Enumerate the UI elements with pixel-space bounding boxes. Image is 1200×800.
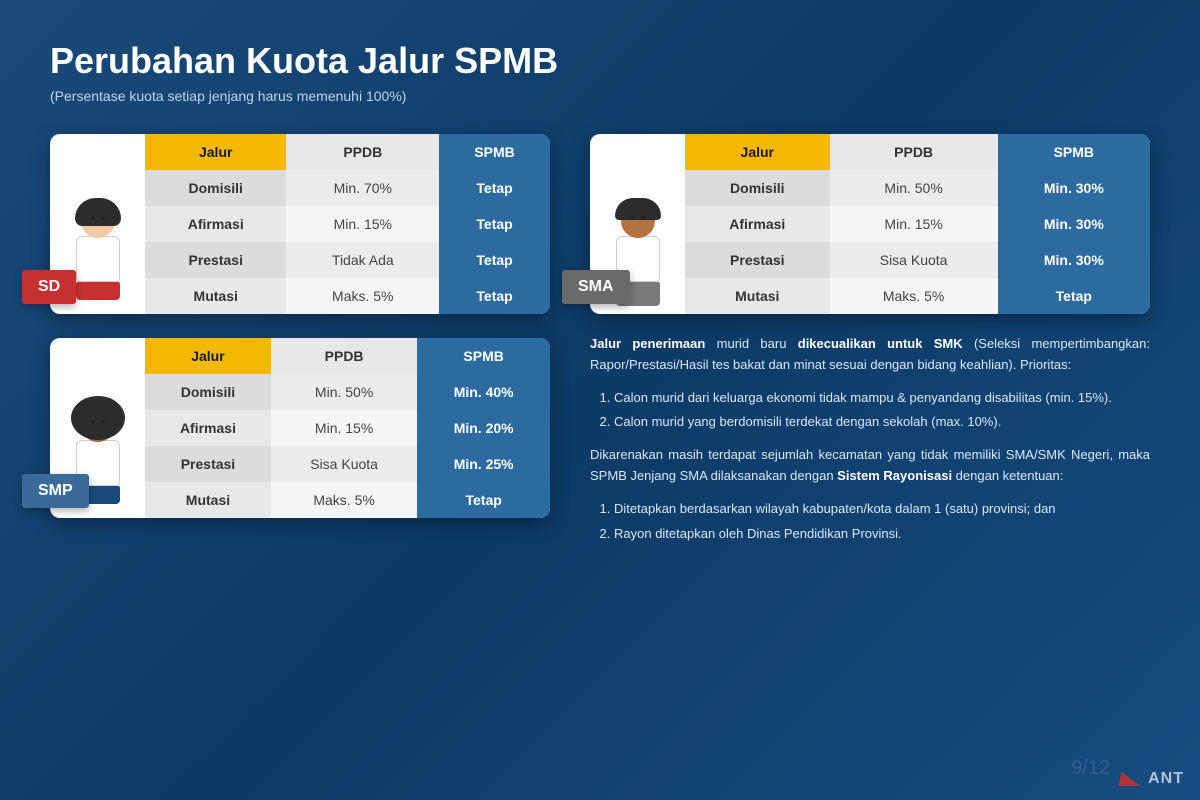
table-cell: Sisa Kuota (271, 446, 417, 482)
table-cell: Min. 15% (286, 206, 439, 242)
table-cell: Prestasi (145, 242, 286, 278)
table-cell: Domisili (145, 374, 271, 410)
card-sd: SD Jalur PPDB SPMB DomisiliMin. 70%Tetap… (50, 134, 550, 314)
page-title: Perubahan Kuota Jalur SPMB (50, 40, 1150, 82)
th-ppdb: PPDB (830, 134, 998, 170)
table-cell: Mutasi (145, 482, 271, 518)
table-cell: Maks. 5% (286, 278, 439, 314)
th-spmb: SPMB (998, 134, 1150, 170)
th-spmb: SPMB (417, 338, 550, 374)
th-jalur: Jalur (145, 338, 271, 374)
notes-item: Calon murid dari keluarga ekonomi tidak … (614, 388, 1150, 409)
content-row: SD Jalur PPDB SPMB DomisiliMin. 70%Tetap… (50, 134, 1150, 556)
table-cell: Domisili (685, 170, 830, 206)
table-cell: Tetap (439, 278, 550, 314)
notes-block: Jalur penerimaan murid baru dikecualikan… (590, 334, 1150, 556)
table-cell: Tetap (439, 170, 550, 206)
table-cell: Afirmasi (145, 206, 286, 242)
badge-smp: SMP (22, 474, 89, 508)
avatar-sma: SMA (590, 134, 685, 314)
table-cell: Sisa Kuota (830, 242, 998, 278)
table-cell: Min. 50% (271, 374, 417, 410)
table-cell: Afirmasi (145, 410, 271, 446)
notes-item: Calon murid yang berdomisili terdekat de… (614, 412, 1150, 433)
notes-list-1: Calon murid dari keluarga ekonomi tidak … (590, 388, 1150, 434)
right-column: SMA Jalur PPDB SPMB DomisiliMin. 50%Min.… (590, 134, 1150, 556)
table-sd: Jalur PPDB SPMB DomisiliMin. 70%Tetap Af… (145, 134, 550, 314)
table-cell: Mutasi (685, 278, 830, 314)
table-cell: Min. 70% (286, 170, 439, 206)
table-cell: Tetap (417, 482, 550, 518)
table-sma: Jalur PPDB SPMB DomisiliMin. 50%Min. 30%… (685, 134, 1150, 314)
notes-paragraph: Jalur penerimaan murid baru dikecualikan… (590, 334, 1150, 376)
table-cell: Tetap (998, 278, 1150, 314)
th-ppdb: PPDB (271, 338, 417, 374)
th-ppdb: PPDB (286, 134, 439, 170)
notes-text: murid baru (705, 336, 797, 351)
table-cell: Afirmasi (685, 206, 830, 242)
th-spmb: SPMB (439, 134, 550, 170)
table-cell: Min. 20% (417, 410, 550, 446)
notes-paragraph: Dikarenakan masih terdapat sejumlah keca… (590, 445, 1150, 487)
table-cell: Domisili (145, 170, 286, 206)
card-smp: SMP Jalur PPDB SPMB DomisiliMin. 50%Min.… (50, 338, 550, 518)
avatar-sd: SD (50, 134, 145, 314)
table-cell: Min. 15% (271, 410, 417, 446)
card-sma: SMA Jalur PPDB SPMB DomisiliMin. 50%Min.… (590, 134, 1150, 314)
notes-list-2: Ditetapkan berdasarkan wilayah kabupaten… (590, 499, 1150, 545)
table-cell: Maks. 5% (271, 482, 417, 518)
notes-bold: Jalur penerimaan (590, 336, 705, 351)
table-cell: Min. 30% (998, 242, 1150, 278)
table-cell: Maks. 5% (830, 278, 998, 314)
table-cell: Min. 25% (417, 446, 550, 482)
notes-item: Rayon ditetapkan oleh Dinas Pendidikan P… (614, 524, 1150, 545)
table-cell: Min. 30% (998, 206, 1150, 242)
left-column: SD Jalur PPDB SPMB DomisiliMin. 70%Tetap… (50, 134, 550, 556)
table-cell: Mutasi (145, 278, 286, 314)
table-smp: Jalur PPDB SPMB DomisiliMin. 50%Min. 40%… (145, 338, 550, 518)
badge-sd: SD (22, 270, 76, 304)
page-number: 9/12 (1071, 757, 1110, 780)
table-cell: Tetap (439, 242, 550, 278)
table-cell: Min. 15% (830, 206, 998, 242)
notes-bold: Sistem Rayonisasi (837, 468, 952, 483)
th-jalur: Jalur (685, 134, 830, 170)
table-cell: Tidak Ada (286, 242, 439, 278)
page-subtitle: (Persentase kuota setiap jenjang harus m… (50, 88, 1150, 104)
infographic-page: Perubahan Kuota Jalur SPMB (Persentase k… (0, 0, 1200, 596)
table-cell: Min. 40% (417, 374, 550, 410)
antara-logo: ANT (1120, 770, 1184, 788)
notes-text: dengan ketentuan: (952, 468, 1063, 483)
table-cell: Min. 50% (830, 170, 998, 206)
th-jalur: Jalur (145, 134, 286, 170)
table-cell: Min. 30% (998, 170, 1150, 206)
avatar-smp: SMP (50, 338, 145, 518)
badge-sma: SMA (562, 270, 630, 304)
logo-mark-icon (1119, 772, 1144, 786)
notes-bold: dikecualikan untuk SMK (798, 336, 963, 351)
notes-item: Ditetapkan berdasarkan wilayah kabupaten… (614, 499, 1150, 520)
table-cell: Tetap (439, 206, 550, 242)
logo-text: ANT (1148, 770, 1184, 788)
table-cell: Prestasi (685, 242, 830, 278)
table-cell: Prestasi (145, 446, 271, 482)
